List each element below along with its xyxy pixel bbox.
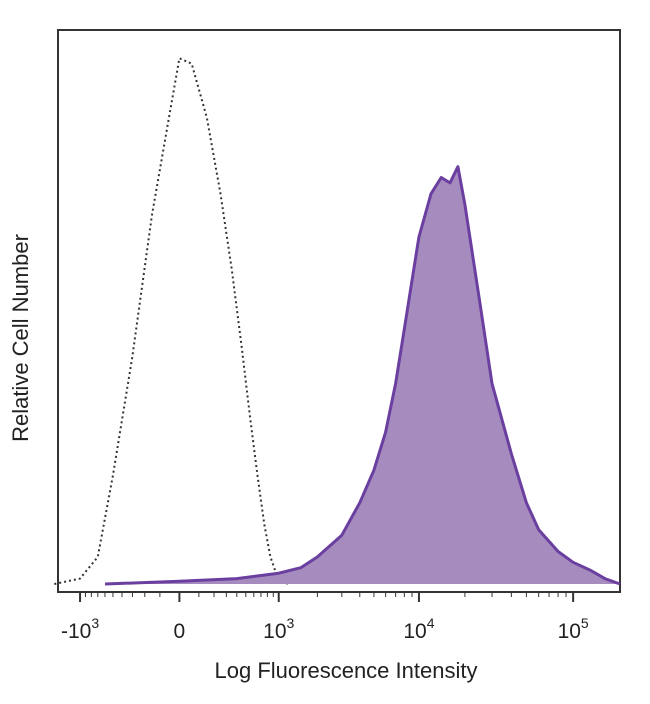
x-tick-label: 0 — [174, 620, 186, 643]
x-tick-label: -103 — [61, 615, 99, 643]
x-axis-ticks: -103 0 103 104 105 — [61, 592, 589, 643]
isotype-control-histogram-line — [54, 56, 289, 585]
plot-frame — [57, 29, 621, 593]
stained-histogram-fill — [105, 166, 620, 584]
series-layer — [54, 56, 621, 586]
x-tick-label: 105 — [558, 615, 589, 643]
x-axis-title: Log Fluorescence Intensity — [215, 658, 478, 683]
y-axis-title: Relative Cell Number — [8, 234, 33, 442]
stained-histogram-line — [104, 165, 621, 586]
x-tick-label: 104 — [403, 615, 434, 643]
x-tick-label: 103 — [263, 615, 294, 643]
